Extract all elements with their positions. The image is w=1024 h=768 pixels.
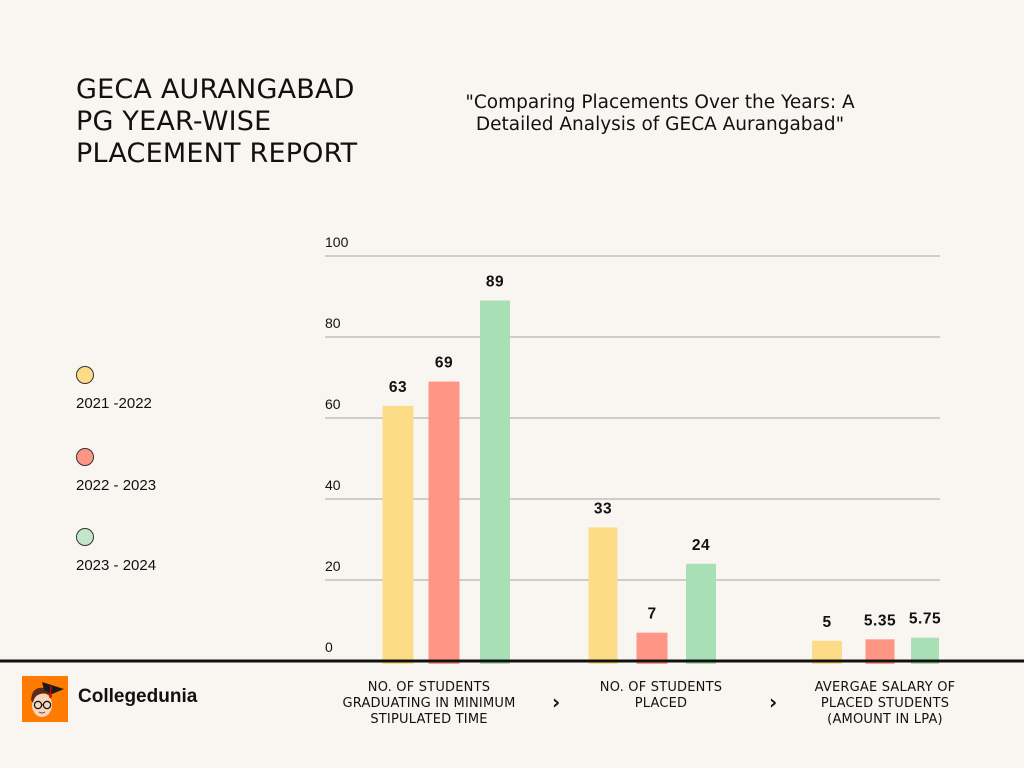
y-tick-label: 100	[325, 234, 349, 250]
y-axis-ticks: 0 20 40 60 80 100	[325, 234, 349, 655]
bar-value-label: 5.35	[864, 612, 896, 629]
student-graduate-cap-icon	[22, 676, 68, 722]
bar-value-label: 63	[389, 379, 407, 396]
collegedunia-logo	[22, 676, 68, 722]
category-line: PLACED	[634, 696, 688, 711]
x-category-label: NO. OF STUDENTS GRADUATING IN MINIMUM ST…	[316, 680, 542, 728]
bar-value-label: 33	[594, 500, 612, 517]
category-line: GRADUATING IN MINIMUM	[342, 696, 516, 711]
bar-value-label: 7	[647, 606, 656, 623]
bar-2021-2022-cat2	[812, 640, 842, 664]
grid-lines	[325, 255, 940, 581]
title-line: PLACEMENT REPORT	[76, 138, 358, 169]
bar-2022-2023-cat1	[636, 632, 668, 664]
title-line: GECA AURANGABAD	[76, 74, 355, 105]
x-category-label: AVERGAE SALARY OF PLACED STUDENTS (AMOUN…	[790, 680, 980, 728]
category-line: STIPULATED TIME	[370, 712, 488, 727]
bar-value-labels: 63 33 5 69 7 5.35 89 24 5.75	[389, 274, 941, 631]
title-line: PG YEAR-WISE	[76, 106, 272, 137]
category-line: NO. OF STUDENTS	[599, 680, 723, 695]
y-tick-label: 20	[325, 558, 341, 574]
legend-label: 2022 - 2023	[76, 477, 157, 494]
y-tick-label: 40	[325, 477, 341, 493]
legend-swatch-circle-icon	[76, 366, 94, 384]
bar-2021-2022-cat1	[588, 527, 618, 664]
bar-2023-2024-cat0	[480, 300, 510, 664]
category-line: PLACED STUDENTS	[820, 696, 950, 711]
legend-swatch-circle-icon	[76, 448, 94, 466]
bar-2023-2024-cat1	[686, 563, 716, 664]
y-tick-label: 60	[325, 396, 341, 412]
bars	[382, 300, 939, 664]
y-tick-label: 80	[325, 315, 341, 331]
legend-item-2023-2024: 2023 - 2024	[76, 528, 216, 574]
legend-item-2022-2023: 2022 - 2023	[76, 448, 216, 494]
bar-value-label: 24	[692, 537, 710, 554]
bar-2022-2023-cat0	[428, 381, 460, 664]
legend-label: 2023 - 2024	[76, 557, 157, 574]
chevron-right-icon[interactable]: ›	[769, 690, 778, 714]
legend-swatch-circle-icon	[76, 528, 94, 546]
bar-value-label: 5	[822, 614, 831, 631]
subtitle-line: "Comparing Placements Over the Years: A	[465, 92, 855, 113]
y-tick-label: 0	[325, 639, 333, 655]
category-line: AVERGAE SALARY OF	[814, 680, 956, 695]
bar-value-label: 69	[435, 355, 453, 372]
bar-value-label: 89	[486, 274, 504, 291]
legend-label: 2021 -2022	[76, 395, 152, 412]
subtitle-line: Detailed Analysis of GECA Aurangabad"	[475, 114, 845, 135]
bar-value-label: 5.75	[909, 611, 941, 628]
chart-subtitle: "Comparing Placements Over the Years: A …	[420, 92, 900, 136]
category-line: NO. OF STUDENTS	[367, 680, 491, 695]
legend-item-2021-2022: 2021 -2022	[76, 366, 216, 412]
chevron-right-icon[interactable]: ›	[552, 690, 561, 714]
bar-2021-2022-cat0	[382, 405, 414, 664]
category-line: (AMOUNT IN LPA)	[827, 712, 943, 727]
x-category-label: NO. OF STUDENTS PLACED	[572, 680, 750, 712]
brand-name: Collegedunia	[78, 686, 198, 707]
page-title: GECA AURANGABAD PG YEAR-WISE PLACEMENT R…	[76, 74, 416, 170]
